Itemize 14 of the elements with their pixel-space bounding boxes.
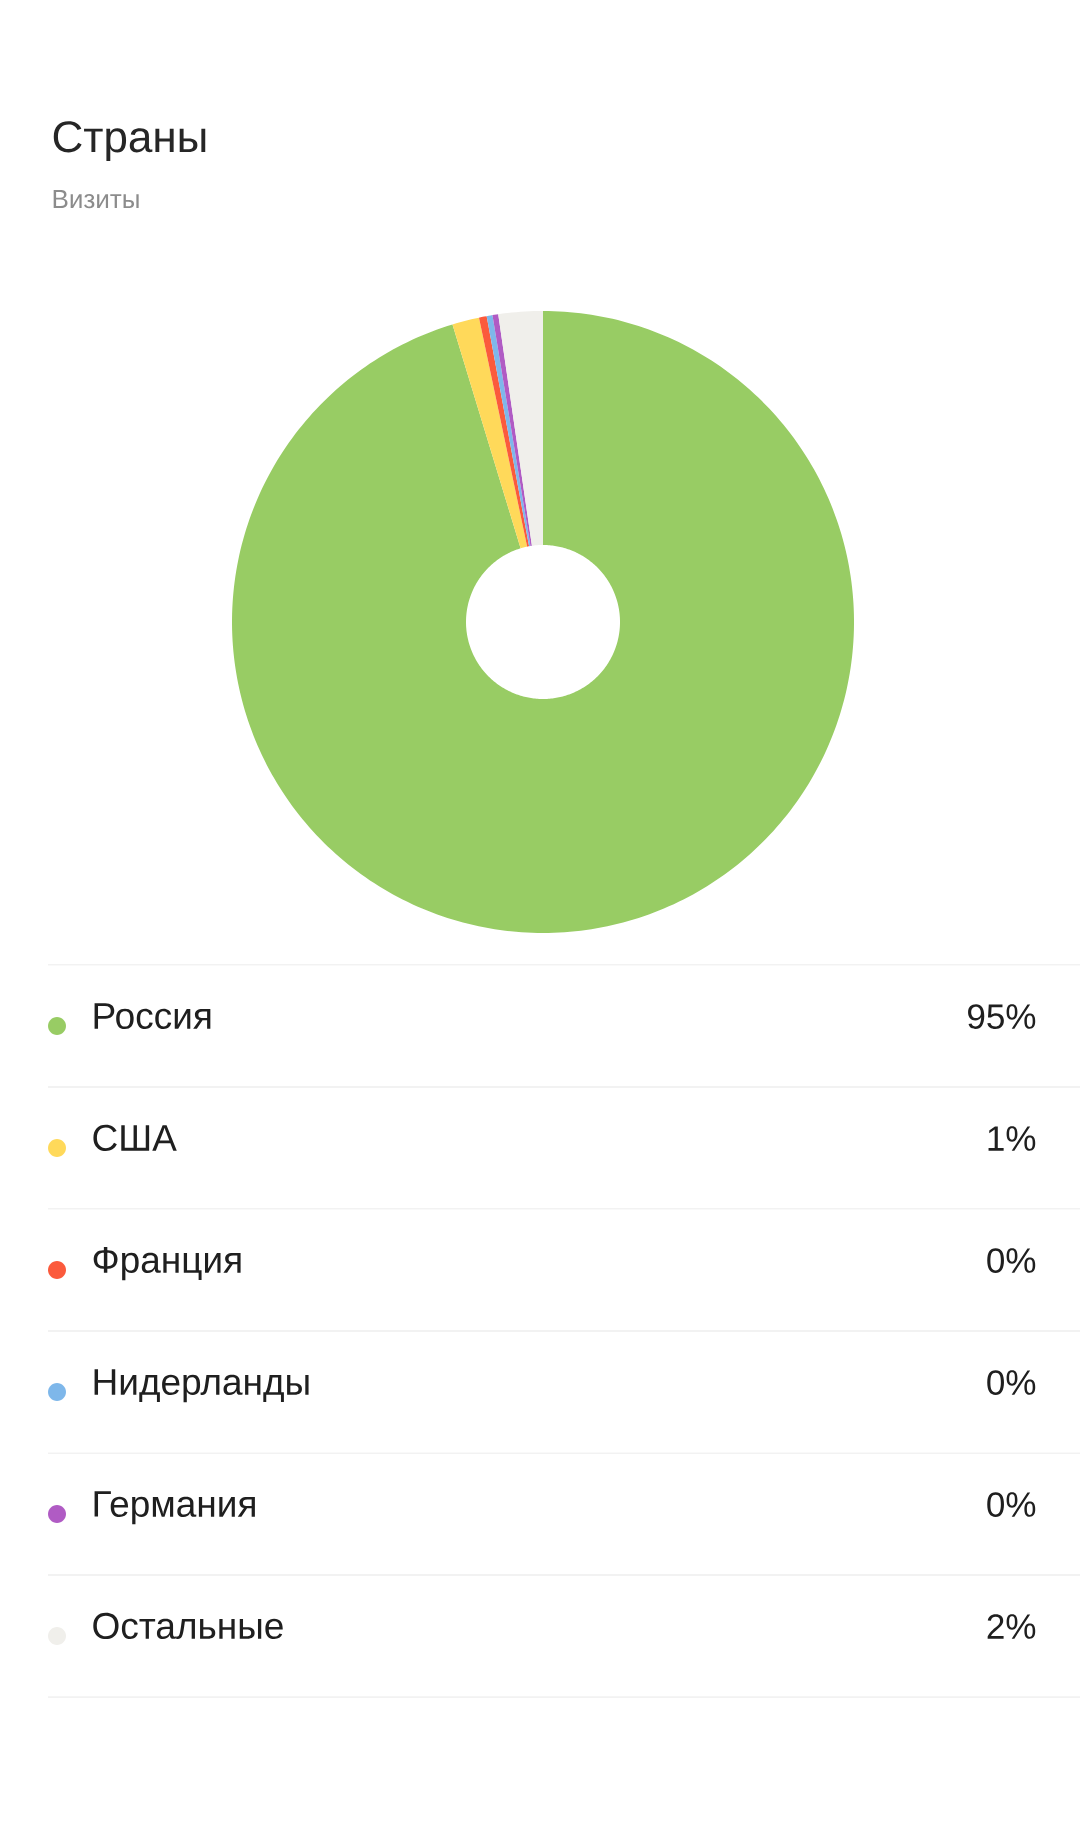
data-label: 2%: [987, 1614, 1035, 1639]
data-label: 0%: [987, 1370, 1035, 1395]
chart-subtitle: Визиты: [53, 190, 139, 209]
data-label: 0%: [987, 1492, 1035, 1517]
legend-label: Нидерланды: [94, 1369, 309, 1403]
legend-label: Остальные: [93, 1612, 283, 1639]
legend-label: Франция: [93, 1247, 241, 1281]
legend-label: США: [93, 1124, 177, 1151]
legend-label: Германия: [94, 1491, 255, 1525]
data-label: 1%: [988, 1126, 1035, 1151]
chart-title: Страны: [53, 121, 206, 162]
data-label: 0%: [987, 1248, 1035, 1273]
data-label: 95%: [967, 1004, 1035, 1029]
legend-label: Россия: [94, 1003, 211, 1029]
